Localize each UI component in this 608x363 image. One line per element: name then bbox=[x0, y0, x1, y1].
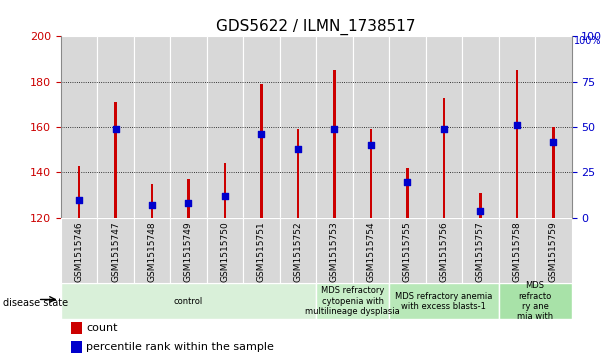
Bar bbox=[97, 36, 134, 218]
Bar bbox=[170, 36, 207, 218]
Bar bbox=[316, 218, 353, 283]
Bar bbox=[207, 36, 243, 218]
Bar bbox=[243, 36, 280, 218]
Point bbox=[111, 126, 120, 132]
Bar bbox=[499, 218, 535, 283]
Bar bbox=[134, 218, 170, 283]
Bar bbox=[462, 218, 499, 283]
Point bbox=[147, 202, 157, 208]
Text: GSM1515751: GSM1515751 bbox=[257, 221, 266, 282]
Text: GSM1515755: GSM1515755 bbox=[403, 221, 412, 282]
Text: MDS
refracto
ry ane
mia with: MDS refracto ry ane mia with bbox=[517, 281, 553, 321]
Bar bbox=[243, 218, 280, 283]
Bar bbox=[552, 127, 554, 218]
Point bbox=[439, 126, 449, 132]
Bar bbox=[114, 102, 117, 218]
Point bbox=[548, 139, 558, 144]
Bar bbox=[61, 218, 97, 283]
Bar bbox=[426, 36, 462, 218]
Bar bbox=[333, 70, 336, 218]
Bar bbox=[224, 163, 226, 218]
Bar bbox=[260, 84, 263, 218]
Point bbox=[220, 193, 230, 199]
Bar bbox=[389, 218, 426, 283]
Text: GSM1515758: GSM1515758 bbox=[513, 221, 521, 282]
Bar bbox=[499, 283, 572, 319]
Text: MDS refractory anemia
with excess blasts-1: MDS refractory anemia with excess blasts… bbox=[395, 291, 492, 311]
Bar bbox=[134, 36, 170, 218]
Bar bbox=[280, 218, 316, 283]
Text: control: control bbox=[174, 297, 203, 306]
Text: GSM1515754: GSM1515754 bbox=[367, 221, 375, 282]
Point bbox=[184, 200, 193, 206]
Text: disease state: disease state bbox=[3, 298, 68, 308]
Text: GSM1515759: GSM1515759 bbox=[549, 221, 558, 282]
Point bbox=[257, 131, 266, 137]
Bar bbox=[187, 179, 190, 218]
Bar bbox=[170, 218, 207, 283]
Point bbox=[293, 146, 303, 152]
Title: GDS5622 / ILMN_1738517: GDS5622 / ILMN_1738517 bbox=[216, 19, 416, 35]
Bar bbox=[78, 166, 80, 218]
Point bbox=[512, 122, 522, 128]
Point bbox=[366, 142, 376, 148]
Text: count: count bbox=[86, 323, 118, 333]
Text: GSM1515757: GSM1515757 bbox=[476, 221, 485, 282]
Bar bbox=[370, 129, 372, 218]
Bar bbox=[151, 184, 153, 218]
Text: GSM1515752: GSM1515752 bbox=[294, 221, 302, 282]
Bar bbox=[406, 168, 409, 218]
Text: GSM1515749: GSM1515749 bbox=[184, 221, 193, 282]
Point bbox=[475, 208, 485, 213]
Bar bbox=[61, 283, 316, 319]
Text: GSM1515750: GSM1515750 bbox=[221, 221, 229, 282]
Bar bbox=[516, 70, 518, 218]
Bar bbox=[280, 36, 316, 218]
Text: GSM1515753: GSM1515753 bbox=[330, 221, 339, 282]
Text: GSM1515747: GSM1515747 bbox=[111, 221, 120, 282]
Bar bbox=[535, 218, 572, 283]
Text: GSM1515748: GSM1515748 bbox=[148, 221, 156, 282]
Bar bbox=[389, 36, 426, 218]
Bar bbox=[61, 36, 97, 218]
Bar bbox=[535, 36, 572, 218]
Bar bbox=[426, 218, 462, 283]
Text: 100%: 100% bbox=[574, 36, 601, 46]
Bar bbox=[353, 36, 389, 218]
Bar bbox=[499, 36, 535, 218]
Point bbox=[330, 126, 339, 132]
Bar bbox=[207, 218, 243, 283]
Bar bbox=[71, 341, 82, 353]
Bar bbox=[316, 283, 389, 319]
Text: GSM1515746: GSM1515746 bbox=[75, 221, 83, 282]
Bar bbox=[353, 218, 389, 283]
Text: GSM1515756: GSM1515756 bbox=[440, 221, 448, 282]
Bar bbox=[297, 129, 299, 218]
Bar bbox=[316, 36, 353, 218]
Bar bbox=[71, 322, 82, 334]
Point bbox=[402, 179, 412, 184]
Bar bbox=[389, 283, 499, 319]
Text: percentile rank within the sample: percentile rank within the sample bbox=[86, 342, 274, 352]
Bar bbox=[479, 193, 482, 218]
Bar bbox=[462, 36, 499, 218]
Bar bbox=[97, 218, 134, 283]
Text: MDS refractory
cytopenia with
multilineage dysplasia: MDS refractory cytopenia with multilinea… bbox=[305, 286, 400, 316]
Point bbox=[74, 197, 84, 203]
Bar bbox=[443, 98, 445, 218]
